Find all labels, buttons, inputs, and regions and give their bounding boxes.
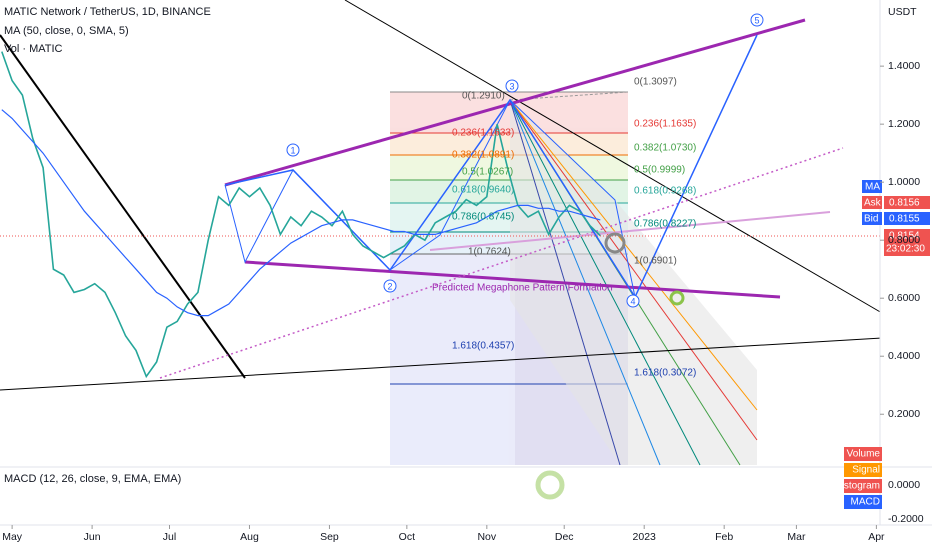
x-tick-label: 2023 xyxy=(633,531,657,543)
wave-marker xyxy=(286,143,300,157)
x-tick-label: Jun xyxy=(84,531,101,543)
fib-label: 0.786(0.8745) xyxy=(452,212,514,223)
y-tick-label: 0.8000 xyxy=(888,234,920,246)
x-tick-label: Mar xyxy=(787,531,806,543)
fib-label: 0.382(1.0730) xyxy=(634,143,696,154)
fib-label: 1(0.6901) xyxy=(634,256,677,267)
badge-text: Ask xyxy=(864,198,882,209)
x-tick-label: Jul xyxy=(163,531,176,543)
chart-title: MATIC Network / TetherUS, 1D, BINANCE xyxy=(4,6,211,18)
fib-label: 0.618(0.9268) xyxy=(634,186,696,197)
y-tick-label: 1.4000 xyxy=(888,60,920,72)
fib-label: 0.5(0.9999) xyxy=(634,165,685,176)
fib-label: 1(0.7624) xyxy=(468,247,511,258)
pane-labels: Volume Signal Histogram MACD xyxy=(834,447,882,509)
fib-label: 0.382(1.0891) xyxy=(452,150,514,161)
macd-title: MACD (12, 26, close, 9, EMA, EMA) xyxy=(4,473,181,485)
x-tick-label: May xyxy=(2,531,23,543)
pane-badge xyxy=(844,479,882,493)
x-tick-label: Nov xyxy=(477,531,496,543)
y-tick-label: 1.0000 xyxy=(888,176,920,188)
fib-label: 0.236(1.1635) xyxy=(634,119,696,130)
wave-label: 4 xyxy=(630,296,635,306)
fib-label: 0.5(1.0267) xyxy=(462,167,513,178)
badge-text: MA xyxy=(865,182,880,193)
badge-text: 23:02:30 xyxy=(886,244,925,255)
badge-text: 0.8156 xyxy=(889,198,920,209)
plot xyxy=(1,51,601,379)
x-tick-label: Sep xyxy=(320,531,339,543)
x-tick-label: Dec xyxy=(555,531,574,543)
wave-label: 5 xyxy=(754,15,759,25)
x-tick-label: Apr xyxy=(868,531,885,543)
x-tick-label: Oct xyxy=(399,531,415,543)
wave-marker xyxy=(750,13,764,27)
pane-badge xyxy=(844,447,882,461)
fib-label: 0.618(0.9640) xyxy=(452,185,514,196)
pattern-note: Predicted Megaphone Pattern Formation xyxy=(432,283,613,294)
pane-badge-text: Signal xyxy=(852,465,880,476)
indicator-label: MA (50, close, 0, SMA, 5) xyxy=(4,25,129,37)
wave-marker xyxy=(505,79,519,93)
badge-text: 0.8155 xyxy=(889,214,920,225)
badge xyxy=(884,196,930,209)
wave-label: 3 xyxy=(509,81,514,91)
wave-label: 2 xyxy=(387,281,392,291)
y-tick-label: 0.4000 xyxy=(888,350,920,362)
series-line xyxy=(1,109,601,317)
x-tick-label: Feb xyxy=(715,531,733,543)
badge xyxy=(884,229,930,256)
pane-badge-text: MACD xyxy=(851,497,880,508)
badge xyxy=(884,212,930,225)
pane-badge-text: Histogram xyxy=(834,481,880,492)
badge-text: Bid xyxy=(864,214,878,225)
price-axis xyxy=(880,0,932,550)
fib-label: 1.618(0.3072) xyxy=(634,368,696,379)
y-tick-label: 0.6000 xyxy=(888,292,920,304)
wave-label: 1 xyxy=(290,145,295,155)
x-tick-label: Aug xyxy=(240,531,259,543)
series-line xyxy=(1,51,601,379)
fib-label: 0.786(0.8227) xyxy=(634,219,696,230)
pane-badge-text: Volume xyxy=(847,449,881,460)
y-tick-label: 0.2000 xyxy=(888,408,920,420)
pane-badge xyxy=(844,495,882,509)
y-axis-label: USDT xyxy=(888,6,917,18)
indicator-label: Vol · MATIC xyxy=(4,43,63,55)
fib-label: 0(1.2910) xyxy=(462,91,505,102)
wave-marker xyxy=(383,279,397,293)
y-tick-label: 1.2000 xyxy=(888,118,920,130)
pane-badge xyxy=(844,463,882,477)
badge xyxy=(862,212,882,225)
badge xyxy=(862,180,882,193)
fib-label: 0(1.3097) xyxy=(634,77,677,88)
wave-marker xyxy=(626,294,640,308)
badge xyxy=(862,196,882,209)
fib-label: 0.236(1.1633) xyxy=(452,128,514,139)
macd-tick-label: -0.2000 xyxy=(888,513,924,525)
fib-label: 1.618(0.4357) xyxy=(452,341,514,352)
badge-text: 0.8154 xyxy=(889,231,920,242)
macd-tick-label: 0.0000 xyxy=(888,479,920,491)
